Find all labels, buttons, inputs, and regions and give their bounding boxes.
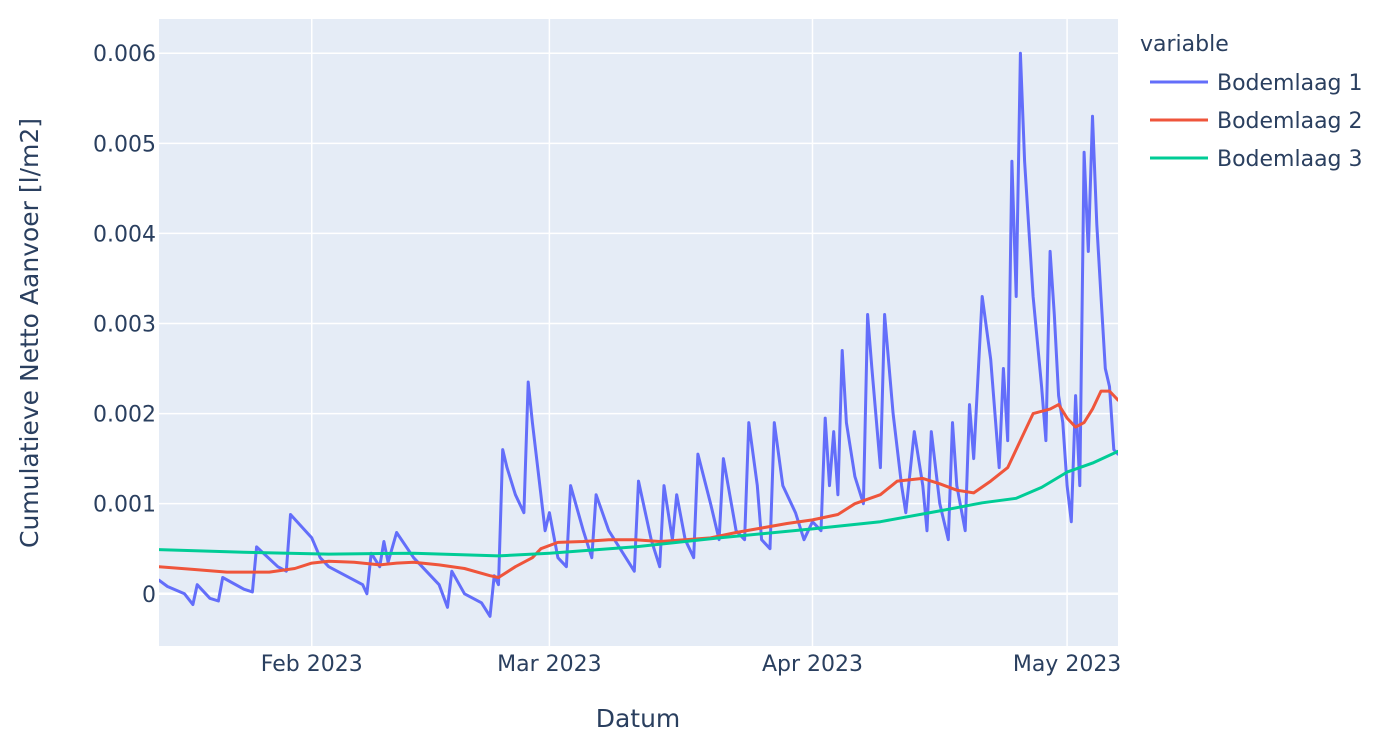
x-tick-label-2: Apr 2023: [762, 652, 863, 677]
legend-label-1: Bodemlaag 1: [1217, 71, 1363, 96]
legend-label-3: Bodemlaag 3: [1217, 147, 1363, 172]
legend-label-2: Bodemlaag 2: [1217, 109, 1363, 134]
y-tick-label-4: 0.004: [93, 222, 156, 247]
y-tick-labels: 0 0.001 0.002 0.003 0.004 0.005 0.006: [93, 42, 156, 608]
legend-title: variable: [1140, 32, 1229, 57]
series-line-2: [159, 389, 1118, 579]
legend[interactable]: variable Bodemlaag 1 Bodemlaag 2 Bodemlaag…: [1140, 32, 1363, 172]
gridlines: [159, 19, 1118, 646]
x-tick-label-1: Mar 2023: [497, 652, 602, 677]
y-tick-label-3: 0.003: [93, 312, 156, 337]
plot-background: [159, 19, 1118, 646]
y-axis-title: Cumulatieve Netto Aanvoer [l/m2]: [15, 118, 44, 548]
legend-item-3[interactable]: Bodemlaag 3: [1150, 147, 1363, 172]
x-tick-label-3: May 2023: [1013, 652, 1121, 677]
x-axis-title: Datum: [596, 704, 681, 733]
y-tick-label-0: 0: [142, 583, 156, 608]
legend-item-2[interactable]: Bodemlaag 2: [1150, 109, 1363, 134]
series-line-3: [159, 449, 1118, 558]
y-tick-label-1: 0.001: [93, 493, 156, 518]
series-lines: [159, 51, 1118, 618]
x-tick-label-0: Feb 2023: [261, 652, 363, 677]
y-tick-label-5: 0.005: [93, 132, 156, 157]
y-tick-label-6: 0.006: [93, 42, 156, 67]
y-tick-label-2: 0.002: [93, 403, 156, 428]
legend-item-1[interactable]: Bodemlaag 1: [1150, 71, 1363, 96]
x-tick-labels: Feb 2023 Mar 2023 Apr 2023 May 2023: [261, 652, 1122, 677]
